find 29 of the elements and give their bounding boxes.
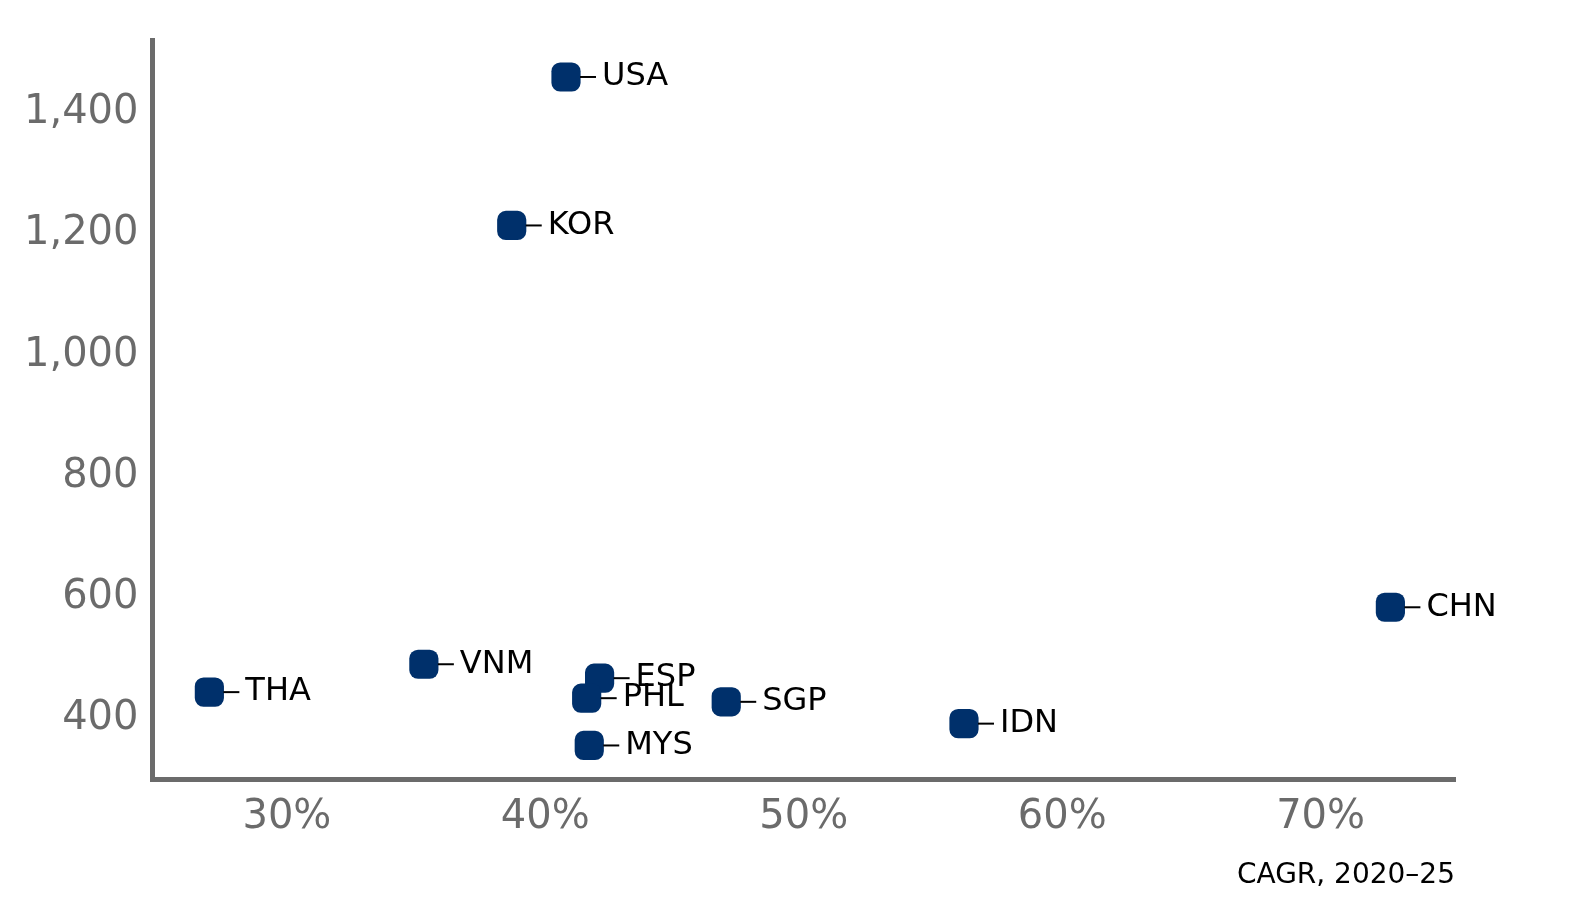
- annotation: SGP: [762, 680, 827, 719]
- annotation: MYS: [625, 723, 693, 762]
- annotation: IDN: [999, 701, 1058, 740]
- point: [409, 649, 439, 679]
- point: [194, 677, 224, 707]
- y-tick-label: 800: [62, 449, 139, 496]
- x-tick-label: 40%: [500, 790, 590, 837]
- point: [711, 687, 741, 717]
- annotation: VNM: [459, 642, 534, 681]
- point: [574, 730, 604, 761]
- y-tick-label: 1,000: [24, 328, 139, 375]
- x-tick-label: 60%: [1017, 790, 1107, 837]
- annotation: KOR: [547, 203, 615, 242]
- y-tick-label: 600: [62, 570, 139, 617]
- x-tick-label: 50%: [759, 790, 849, 837]
- y-tick-label: 400: [62, 692, 139, 739]
- annotation: THA: [244, 670, 311, 709]
- point: [572, 683, 602, 713]
- point: [551, 62, 581, 92]
- point: [497, 210, 527, 241]
- point: [1375, 592, 1405, 622]
- y-tick-label: 1,200: [24, 207, 139, 254]
- x-axis-title: CAGR, 2020–25: [1236, 857, 1455, 891]
- point: [949, 709, 979, 739]
- x-tick-label: 30%: [242, 790, 332, 837]
- y-tick-label: 1,400: [24, 86, 139, 133]
- x-tick-label: 70%: [1276, 790, 1366, 837]
- annotation: USA: [602, 55, 669, 94]
- annotation: CHN: [1426, 585, 1497, 624]
